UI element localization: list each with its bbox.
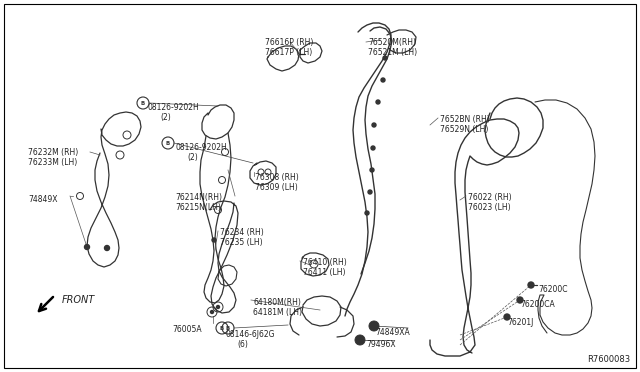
- Text: B: B: [226, 326, 230, 330]
- Circle shape: [211, 311, 214, 314]
- Text: 76215N(LH): 76215N(LH): [175, 203, 221, 212]
- Text: 76234 (RH): 76234 (RH): [220, 228, 264, 237]
- Text: 76529N (LH): 76529N (LH): [440, 125, 488, 134]
- Text: R7600083: R7600083: [587, 355, 630, 364]
- Text: 76200C: 76200C: [538, 285, 568, 294]
- Text: 08146-6J62G: 08146-6J62G: [225, 330, 275, 339]
- Text: (2): (2): [160, 113, 171, 122]
- Circle shape: [84, 244, 90, 250]
- Text: 76308 (RH): 76308 (RH): [255, 173, 299, 182]
- Text: 76616P (RH): 76616P (RH): [265, 38, 314, 47]
- Text: 76309 (LH): 76309 (LH): [255, 183, 298, 192]
- Text: 76410 (RH): 76410 (RH): [303, 258, 347, 267]
- Circle shape: [372, 123, 376, 127]
- Text: 76232M (RH): 76232M (RH): [28, 148, 78, 157]
- Circle shape: [368, 190, 372, 194]
- Circle shape: [365, 211, 369, 215]
- Circle shape: [370, 168, 374, 172]
- Text: 76521M (LH): 76521M (LH): [368, 48, 417, 57]
- Text: 74849X: 74849X: [28, 195, 58, 204]
- Text: B: B: [141, 100, 145, 106]
- Text: 76023 (LH): 76023 (LH): [468, 203, 511, 212]
- Circle shape: [381, 78, 385, 82]
- Text: 7652BN (RH): 7652BN (RH): [440, 115, 490, 124]
- Text: B: B: [220, 326, 224, 330]
- Text: 76200CA: 76200CA: [520, 300, 555, 309]
- Circle shape: [504, 314, 510, 320]
- Text: 76411 (LH): 76411 (LH): [303, 268, 346, 277]
- Circle shape: [212, 238, 216, 242]
- Text: 64180M(RH): 64180M(RH): [253, 298, 301, 307]
- Text: 76233M (LH): 76233M (LH): [28, 158, 77, 167]
- Circle shape: [376, 100, 380, 104]
- Text: 76520M(RH): 76520M(RH): [368, 38, 416, 47]
- Text: 74849XA: 74849XA: [375, 328, 410, 337]
- Text: 76235 (LH): 76235 (LH): [220, 238, 262, 247]
- Text: FRONT: FRONT: [62, 295, 95, 305]
- Circle shape: [355, 335, 365, 345]
- Circle shape: [369, 321, 379, 331]
- Text: 76617P (LH): 76617P (LH): [265, 48, 312, 57]
- Text: 79496X: 79496X: [366, 340, 396, 349]
- Circle shape: [371, 146, 375, 150]
- Text: 64181M (LH): 64181M (LH): [253, 308, 302, 317]
- Text: (6): (6): [237, 340, 248, 349]
- Circle shape: [216, 305, 220, 308]
- Text: (2): (2): [187, 153, 198, 162]
- Circle shape: [517, 297, 523, 303]
- Text: 76214N(RH): 76214N(RH): [175, 193, 222, 202]
- Text: B: B: [166, 141, 170, 145]
- Text: 08126-9202H: 08126-9202H: [175, 143, 227, 152]
- Text: 76005A: 76005A: [172, 325, 202, 334]
- Circle shape: [528, 282, 534, 288]
- Text: 08126-9202H: 08126-9202H: [148, 103, 200, 112]
- Circle shape: [383, 56, 387, 60]
- Text: 76201J: 76201J: [507, 318, 533, 327]
- Text: 76022 (RH): 76022 (RH): [468, 193, 511, 202]
- Circle shape: [104, 246, 109, 250]
